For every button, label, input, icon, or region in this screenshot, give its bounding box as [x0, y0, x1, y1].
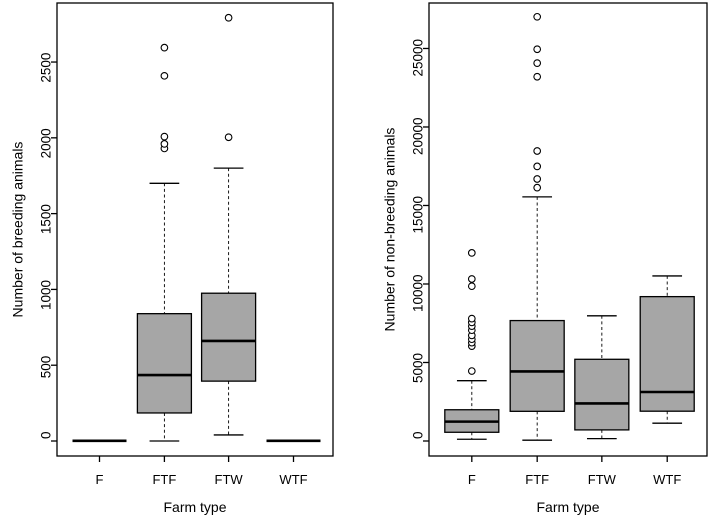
svg-text:1500: 1500	[39, 204, 54, 234]
svg-text:0: 0	[411, 432, 426, 440]
svg-text:15000: 15000	[411, 196, 426, 234]
svg-text:F: F	[96, 472, 104, 487]
svg-text:Farm type: Farm type	[536, 499, 599, 515]
svg-text:5000: 5000	[411, 353, 426, 383]
svg-text:2500: 2500	[39, 53, 54, 83]
svg-text:1000: 1000	[39, 280, 54, 310]
svg-text:Farm type: Farm type	[163, 499, 226, 515]
svg-text:Number of non-breeding animals: Number of non-breeding animals	[382, 128, 398, 332]
svg-text:FTF: FTF	[525, 472, 549, 487]
svg-text:WTF: WTF	[653, 472, 681, 487]
svg-text:FTW: FTW	[215, 472, 244, 487]
svg-text:10000: 10000	[411, 274, 426, 312]
svg-text:WTF: WTF	[279, 472, 307, 487]
svg-text:FTF: FTF	[152, 472, 176, 487]
svg-text:0: 0	[39, 432, 54, 440]
svg-text:25000: 25000	[411, 39, 426, 77]
svg-text:FTW: FTW	[588, 472, 617, 487]
svg-text:20000: 20000	[411, 117, 426, 155]
svg-text:F: F	[468, 472, 476, 487]
svg-text:Number of breeding animals: Number of breeding animals	[10, 142, 26, 318]
svg-text:500: 500	[39, 356, 54, 379]
svg-text:2000: 2000	[39, 128, 54, 158]
